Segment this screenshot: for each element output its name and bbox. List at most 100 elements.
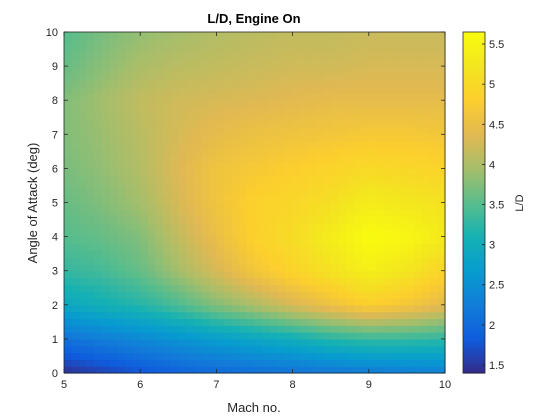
heatmap-cell [353, 243, 362, 251]
heatmap-cell [239, 134, 248, 142]
heatmap-cell [231, 134, 240, 142]
heatmap-cell [124, 45, 134, 54]
colorbar-segment [463, 364, 485, 368]
heatmap-cell [132, 318, 141, 326]
heatmap-cell [147, 366, 157, 374]
heatmap-cell [361, 175, 370, 183]
heatmap-cell [338, 311, 347, 320]
heatmap-cell [345, 100, 355, 108]
heatmap-cell [94, 93, 103, 101]
heatmap-cell [315, 154, 324, 163]
heatmap-cell [201, 202, 210, 210]
heatmap-cell [64, 352, 73, 360]
heatmap-cell [246, 32, 256, 40]
heatmap-cell [94, 113, 103, 122]
heatmap-cell [170, 345, 179, 354]
heatmap-cell [231, 366, 240, 374]
heatmap-cell [163, 45, 172, 54]
heatmap-cell [406, 195, 416, 204]
heatmap-cell [117, 352, 126, 360]
colorbar-segment [463, 108, 485, 113]
heatmap-cell [86, 100, 96, 108]
heatmap-cell [300, 257, 309, 265]
heatmap-cell [277, 263, 286, 272]
heatmap-cell [109, 52, 118, 60]
heatmap-cell [277, 345, 286, 354]
heatmap-cell [117, 359, 126, 367]
heatmap-cell [86, 66, 96, 74]
heatmap-cell [338, 120, 347, 129]
colorbar-segment [463, 330, 485, 334]
heatmap-cell [368, 202, 378, 210]
heatmap-cell [155, 127, 164, 135]
heatmap-cell [86, 52, 96, 60]
heatmap-cell [71, 127, 80, 135]
heatmap-cell [391, 236, 400, 245]
heatmap-cell [384, 325, 393, 333]
colorbar-segment [463, 196, 485, 201]
heatmap-cell [262, 86, 271, 94]
heatmap-cell [155, 202, 164, 210]
heatmap-cell [208, 175, 217, 183]
heatmap-cell [254, 93, 263, 101]
heatmap-cell [338, 236, 347, 245]
heatmap-cell [208, 311, 217, 320]
heatmap-cell [216, 182, 225, 190]
heatmap-cell [292, 229, 301, 238]
colorbar-segment [463, 267, 485, 272]
heatmap-cell [353, 311, 362, 320]
heatmap-cell [376, 72, 385, 81]
heatmap-cell [193, 243, 202, 251]
heatmap-cell [323, 38, 332, 47]
heatmap-cell [292, 236, 301, 245]
heatmap-cell [124, 195, 134, 204]
heatmap-cell [224, 250, 233, 258]
heatmap-cell [384, 318, 393, 326]
heatmap-cell [269, 257, 278, 265]
heatmap-cell [307, 134, 317, 142]
heatmap-cell [300, 263, 309, 272]
heatmap-cell [71, 182, 80, 190]
heatmap-cell [64, 257, 73, 265]
heatmap-cell [368, 222, 378, 231]
heatmap-cell [208, 338, 217, 347]
heatmap-cell [345, 209, 355, 217]
heatmap-cell [239, 222, 248, 231]
heatmap-cell [300, 297, 309, 306]
colorbar-segment [463, 367, 485, 371]
heatmap-cell [140, 134, 149, 142]
heatmap-cell [292, 209, 301, 217]
heatmap-cell [239, 202, 248, 210]
heatmap-cell [391, 161, 400, 169]
heatmap-cell [193, 332, 202, 340]
heatmap-cell [124, 332, 134, 340]
heatmap-cell [277, 120, 286, 129]
heatmap-cell [368, 277, 378, 285]
heatmap-cell [185, 175, 195, 183]
heatmap-cell [262, 332, 271, 340]
heatmap-cell [102, 229, 111, 238]
heatmap-cell [300, 79, 309, 88]
heatmap-cell [208, 100, 217, 108]
heatmap-cell [163, 107, 172, 115]
heatmap-cell [391, 318, 400, 326]
heatmap-cell [64, 243, 73, 251]
heatmap-cell [406, 352, 416, 360]
heatmap-cell [71, 195, 80, 204]
heatmap-cell [231, 175, 240, 183]
heatmap-cell [246, 86, 256, 94]
heatmap-cell [246, 257, 256, 265]
heatmap-cell [262, 45, 271, 54]
heatmap-cell [64, 250, 73, 258]
colorbar-segment [463, 142, 485, 147]
heatmap-cell [193, 154, 202, 163]
colorbar-segment [463, 139, 485, 144]
heatmap-cell [399, 270, 408, 279]
heatmap-cell [208, 107, 217, 115]
heatmap-cell [269, 147, 278, 156]
heatmap-cell [315, 134, 324, 142]
heatmap-cell [254, 325, 263, 333]
heatmap-cell [269, 345, 278, 354]
heatmap-cell [132, 195, 141, 204]
heatmap-cell [284, 38, 294, 47]
